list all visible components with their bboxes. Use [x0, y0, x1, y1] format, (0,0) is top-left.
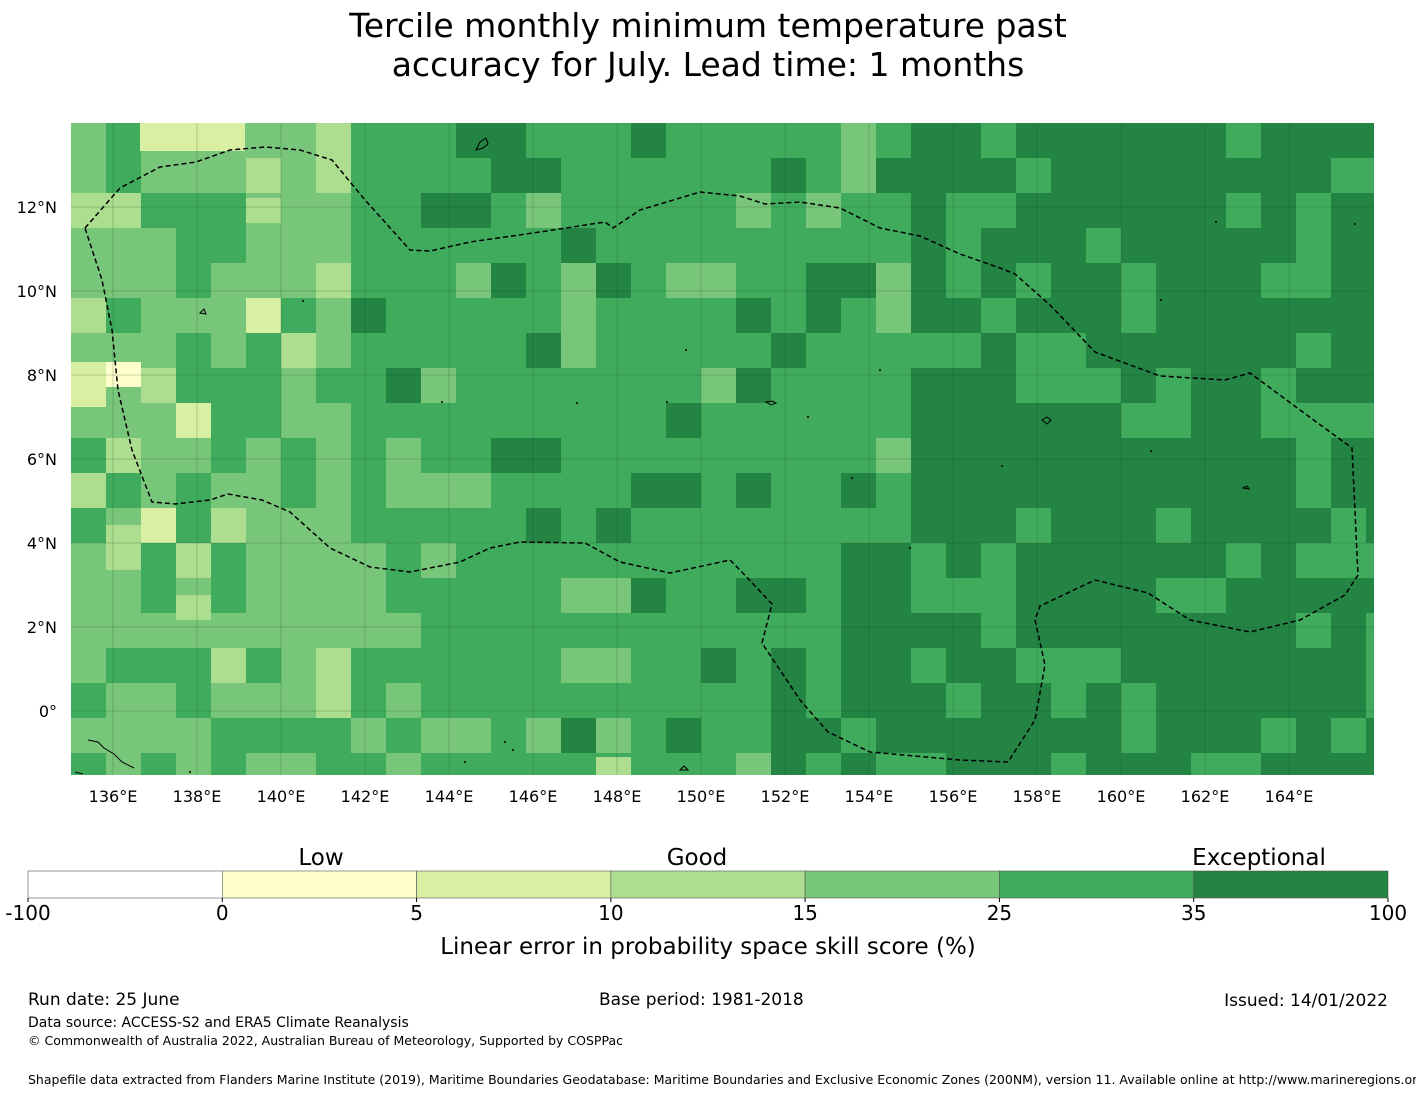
longitude-tick-label: 140°E: [257, 787, 306, 806]
data-source: Data source: ACCESS-S2 and ERA5 Climate …: [28, 1015, 409, 1031]
chart-title: Tercile monthly minimum temperature past…: [0, 6, 1416, 84]
latitude-tick-label: 0°: [39, 702, 57, 721]
skill-grid-cells: [71, 123, 1374, 775]
longitude-tick-labels: 136°E 138°E 140°E 142°E 144°E 146°E 148°E 150°E…: [89, 787, 1314, 806]
longitude-tick-label: 160°E: [1097, 787, 1146, 806]
colorbar-segment: [804, 870, 1000, 899]
eez-boundary-line: [84, 146, 1359, 763]
longitude-tick-label: 154°E: [845, 787, 894, 806]
latitude-tick-label: 2°N: [27, 618, 57, 637]
colorbar-tick-label: 0: [216, 901, 229, 925]
longitude-tick-label: 148°E: [593, 787, 642, 806]
colorbar-category-label: Exceptional: [1192, 845, 1326, 871]
base-period: Base period: 1981-2018: [599, 990, 804, 1010]
longitude-tick-label: 142°E: [341, 787, 390, 806]
longitude-tick-label: 138°E: [173, 787, 222, 806]
latitude-tick-label: 10°N: [17, 282, 57, 301]
colorbar: Low Good Exceptional -100 0 5 10 15 25 35 100 Lin…: [5, 845, 1407, 960]
copyright: © Commonwealth of Australia 2022, Austra…: [28, 1033, 623, 1048]
colorbar-category-label: Low: [298, 845, 343, 871]
colorbar-tick-label: 10: [598, 901, 623, 925]
island-outlines: [74, 137, 1356, 775]
latitude-tick-labels: 12°N 10°N 8°N 6°N 4°N 2°N 0°: [17, 198, 57, 721]
colorbar-segment: [27, 870, 223, 899]
colorbar-tick-label: 100: [1369, 901, 1407, 925]
colorbar-segment: [1193, 870, 1389, 899]
longitude-tick-label: 146°E: [509, 787, 558, 806]
colorbar-segment: [221, 870, 417, 899]
skill-score-map: 136°E 138°E 140°E 142°E 144°E 146°E 148°E 150°E…: [17, 123, 1374, 806]
latitude-tick-label: 8°N: [27, 366, 57, 385]
longitude-tick-label: 152°E: [761, 787, 810, 806]
latitude-tick-label: 6°N: [27, 450, 57, 469]
colorbar-category-label: Good: [667, 845, 728, 871]
longitude-tick-label: 136°E: [89, 787, 138, 806]
issued-date: Issued: 14/01/2022: [1224, 991, 1388, 1011]
colorbar-segments: [27, 870, 1389, 899]
colorbar-tick-label: 25: [987, 901, 1012, 925]
colorbar-segment: [999, 870, 1195, 899]
colorbar-tick-labels: -100 0 5 10 15 25 35 100: [5, 898, 1407, 925]
longitude-tick-label: 164°E: [1265, 787, 1314, 806]
title-line-1: Tercile monthly minimum temperature past: [349, 6, 1067, 45]
run-date: Run date: 25 June: [28, 990, 180, 1010]
colorbar-tick-label: 15: [792, 901, 817, 925]
colorbar-segment: [416, 870, 612, 899]
colorbar-category-labels: Low Good Exceptional: [298, 845, 1325, 871]
colorbar-tick-label: 35: [1181, 901, 1206, 925]
longitude-tick-label: 156°E: [929, 787, 978, 806]
longitude-tick-label: 162°E: [1181, 787, 1230, 806]
colorbar-tick-label: -100: [5, 901, 50, 925]
colorbar-tick-label: 5: [410, 901, 423, 925]
shapefile-credit: Shapefile data extracted from Flanders M…: [28, 1072, 1416, 1087]
longitude-tick-label: 158°E: [1013, 787, 1062, 806]
title-line-2: accuracy for July. Lead time: 1 months: [391, 45, 1025, 84]
longitude-tick-label: 150°E: [677, 787, 726, 806]
longitude-tick-label: 144°E: [425, 787, 474, 806]
colorbar-axis-label: Linear error in probability space skill …: [440, 934, 976, 960]
latitude-tick-label: 12°N: [17, 198, 57, 217]
colorbar-segment: [610, 870, 806, 899]
latitude-tick-label: 4°N: [27, 534, 57, 553]
